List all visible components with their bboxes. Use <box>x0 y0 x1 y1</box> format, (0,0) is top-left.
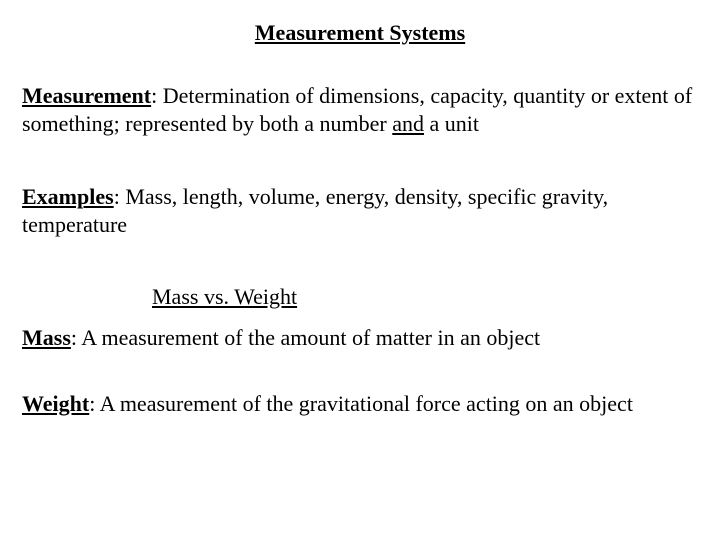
definition-mass: Mass: A measurement of the amount of mat… <box>22 324 698 352</box>
term-examples: Examples <box>22 184 114 209</box>
colon: : <box>71 325 81 350</box>
term-weight: Weight <box>22 391 89 416</box>
colon: : <box>89 391 99 416</box>
measurement-body-post: a unit <box>424 111 479 136</box>
mass-body: A measurement of the amount of matter in… <box>81 325 540 350</box>
definition-measurement: Measurement: Determination of dimensions… <box>22 82 698 137</box>
document-page: Measurement Systems Measurement: Determi… <box>0 0 720 540</box>
subheading-mass-vs-weight: Mass vs. Weight <box>152 284 698 310</box>
underlined-and: and <box>392 111 424 136</box>
definition-examples: Examples: Mass, length, volume, energy, … <box>22 183 698 238</box>
colon: : <box>151 83 163 108</box>
page-title: Measurement Systems <box>22 20 698 46</box>
definition-weight: Weight: A measurement of the gravitation… <box>22 390 698 418</box>
colon: : <box>114 184 126 209</box>
weight-body: A measurement of the gravitational force… <box>100 391 633 416</box>
term-measurement: Measurement <box>22 83 151 108</box>
term-mass: Mass <box>22 325 71 350</box>
